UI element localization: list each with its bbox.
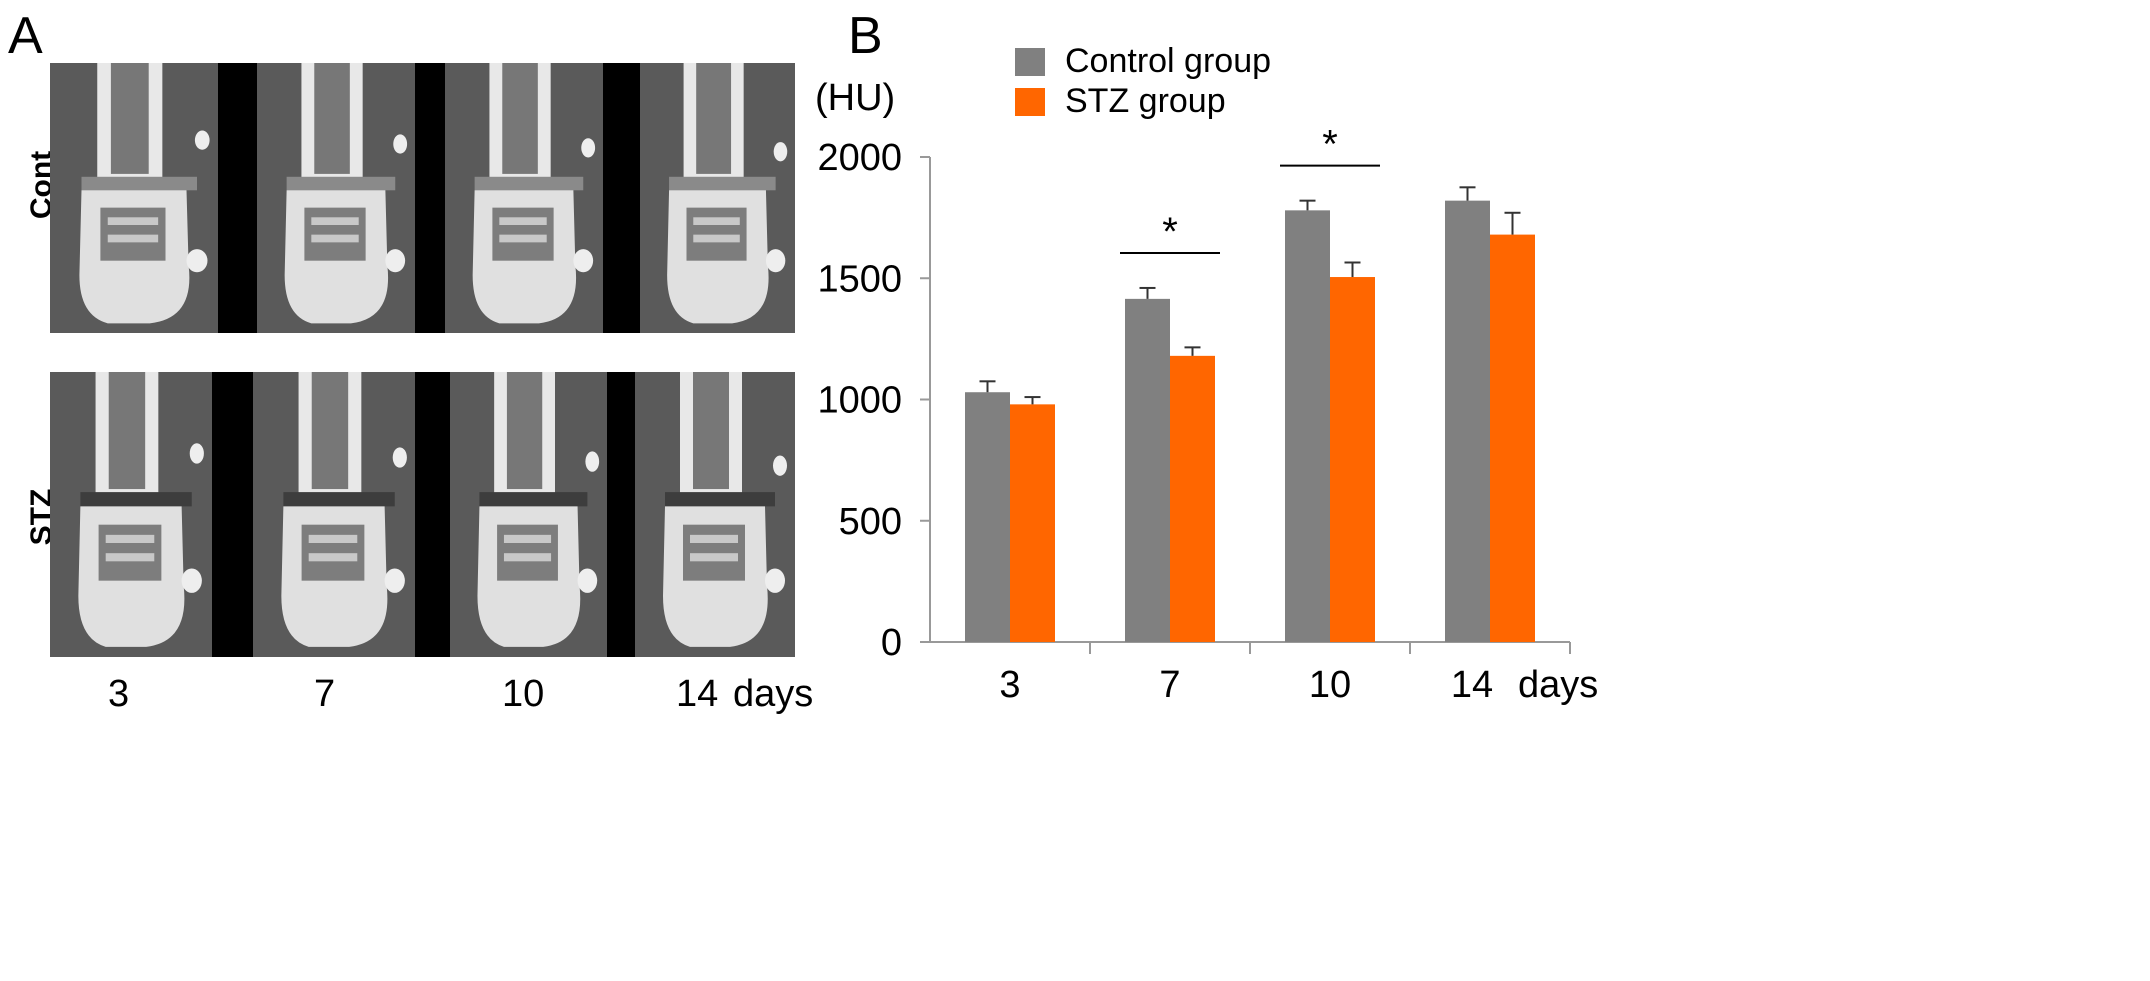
bar-control-day-10	[1285, 210, 1330, 642]
bar-chart: 0 500 1000 1500 2000 (HU) 3 7 10 14 days * * Control …	[815, 42, 1598, 706]
ct-image-row-stz	[50, 372, 795, 657]
ct-frame-cont-3	[445, 63, 603, 333]
y-tick-label-2000: 2000	[817, 137, 902, 179]
bar-control-day-3	[965, 392, 1010, 642]
significance-star-day-7: *	[1162, 210, 1178, 254]
panel-b-letter: B	[848, 7, 883, 65]
ct-frame-stz-1	[50, 372, 212, 657]
significance-star-day-10: *	[1322, 123, 1338, 167]
panel-a-days-label: days	[733, 673, 814, 715]
y-tick-label-500: 500	[839, 501, 902, 543]
ct-frame-stz-3	[450, 372, 607, 657]
bar-stz-day-10	[1330, 277, 1375, 642]
ct-image-row-cont	[50, 63, 795, 333]
panel-a-xtick-7: 7	[314, 673, 336, 715]
bar-control-day-14	[1445, 200, 1490, 642]
y-axis-label: (HU)	[815, 77, 895, 119]
legend-swatch-control	[1015, 48, 1045, 76]
legend-swatch-stz	[1015, 88, 1045, 116]
bar-stz-day-7	[1170, 355, 1215, 642]
ct-frame-cont-4	[640, 63, 795, 333]
legend-label-control: Control group	[1065, 42, 1271, 80]
y-tick-label-0: 0	[881, 622, 902, 664]
x-days-label: days	[1518, 664, 1598, 706]
panel-a-xtick-14: 14	[676, 673, 719, 715]
ct-frame-stz-4	[635, 372, 795, 657]
panel-a-xtick-3: 3	[108, 673, 130, 715]
x-tick-label-3: 3	[999, 664, 1020, 706]
y-tick-label-1000: 1000	[817, 380, 902, 422]
y-tick-label-1500: 1500	[817, 258, 902, 300]
ct-frame-stz-2	[253, 372, 415, 657]
bar-stz-day-3	[1010, 404, 1055, 642]
ct-frame-cont-2	[257, 63, 415, 333]
x-tick-label-7: 7	[1159, 664, 1180, 706]
panel-a-letter: A	[8, 7, 43, 65]
bar-control-day-7	[1125, 298, 1170, 642]
x-tick-label-14: 14	[1451, 664, 1493, 706]
panel-a-xtick-10: 10	[502, 673, 545, 715]
x-tick-label-10: 10	[1309, 664, 1351, 706]
ct-frame-cont-1	[50, 63, 218, 333]
bar-stz-day-14	[1490, 234, 1535, 642]
legend-label-stz: STZ group	[1065, 82, 1226, 120]
